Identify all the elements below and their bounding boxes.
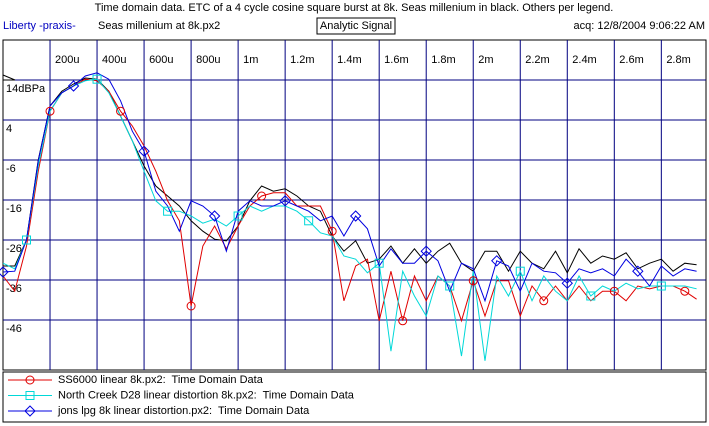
y-tick-label: -36 <box>6 283 22 295</box>
file-label: Seas millenium at 8k.px2 <box>98 20 220 32</box>
legend-marker <box>25 375 35 385</box>
marker <box>609 286 619 296</box>
x-tick-label: 400u <box>102 54 126 66</box>
marker <box>0 266 9 278</box>
y-tick-label: -46 <box>6 323 22 335</box>
chart-title: Time domain data. ETC of a 4 cycle cosin… <box>95 2 614 14</box>
series-line <box>2 72 697 303</box>
marker <box>586 291 596 301</box>
marker <box>680 286 690 296</box>
marker <box>374 258 384 268</box>
axis-marker <box>2 74 16 81</box>
marker <box>45 106 55 116</box>
marker <box>632 265 644 277</box>
marker <box>22 235 32 245</box>
marker <box>420 245 432 257</box>
x-tick-label: 800u <box>196 54 220 66</box>
marker <box>349 210 362 222</box>
mode-label: Analytic Signal <box>320 20 392 32</box>
y-tick-label: -26 <box>6 243 22 255</box>
marker <box>561 277 573 289</box>
x-tick-label: 600u <box>149 54 173 66</box>
marker <box>304 216 314 226</box>
legend-label: jons lpg 8k linear distortion.px2: Time … <box>57 405 310 417</box>
marker <box>233 211 243 221</box>
marker <box>92 74 102 84</box>
legend-marker <box>25 391 35 400</box>
marker <box>656 281 666 291</box>
marker <box>398 316 408 326</box>
y-tick-label: -6 <box>6 163 16 175</box>
marker <box>186 301 196 311</box>
marker <box>327 226 337 236</box>
marker <box>163 206 173 216</box>
x-tick-label: 2m <box>478 54 493 66</box>
x-tick-label: 2.2m <box>525 54 549 66</box>
marker <box>279 195 291 207</box>
legend-label: North Creek D28 linear distortion 8k.px2… <box>58 389 355 401</box>
marker <box>491 255 503 267</box>
x-tick-label: 1.4m <box>337 54 361 66</box>
marker <box>515 266 525 276</box>
mode-box <box>316 17 396 35</box>
program-label: Liberty -praxis- <box>3 20 76 32</box>
plot-area <box>2 39 707 371</box>
x-tick-label: 200u <box>55 54 79 66</box>
legend-marker <box>24 405 36 417</box>
marker <box>468 276 478 286</box>
legend-box <box>2 371 707 423</box>
y-tick-label: 4 <box>6 123 12 135</box>
marker <box>445 281 455 291</box>
x-tick-label: 1.6m <box>384 54 408 66</box>
x-tick-label: 1.8m <box>431 54 455 66</box>
x-tick-label: 2.6m <box>619 54 643 66</box>
marker <box>257 191 267 201</box>
marker <box>67 80 80 92</box>
marker <box>116 106 126 116</box>
series-line <box>2 78 697 361</box>
acq-label: acq: 12/8/2004 9:06:22 AM <box>574 20 706 32</box>
y-tick-label: -16 <box>6 203 22 215</box>
x-tick-label: 1.2m <box>290 54 314 66</box>
marker <box>539 296 549 306</box>
y-tick-label: 14dBPa <box>6 83 46 95</box>
x-tick-label: 2.8m <box>666 54 690 66</box>
legend-label: SS6000 linear 8k.px2: Time Domain Data <box>58 374 264 386</box>
marker <box>138 145 150 157</box>
x-tick-label: 2.4m <box>572 54 596 66</box>
marker <box>208 210 221 222</box>
x-tick-label: 1m <box>243 54 258 66</box>
